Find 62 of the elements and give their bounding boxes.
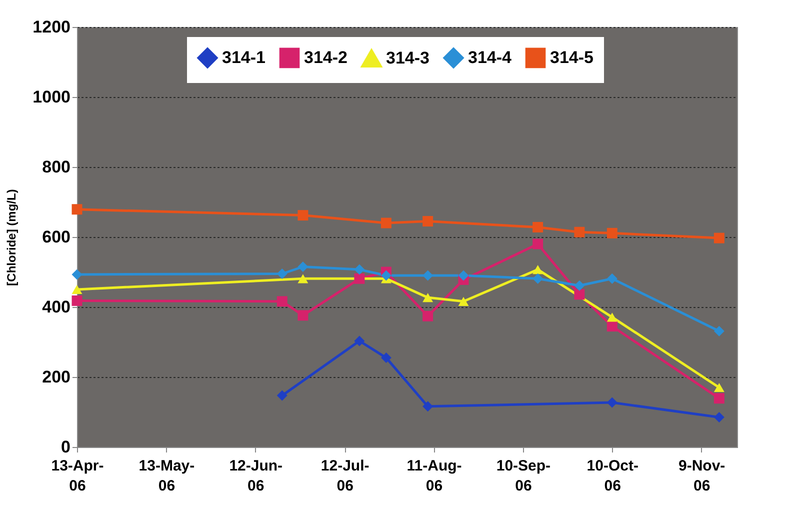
point — [276, 268, 288, 279]
point — [606, 397, 618, 408]
point — [72, 204, 82, 215]
point — [532, 273, 544, 284]
legend-label: 314-2 — [304, 48, 348, 67]
point — [422, 293, 434, 302]
legend-label: 314-5 — [550, 48, 594, 67]
point — [422, 401, 434, 412]
point — [354, 264, 365, 275]
x-tick-label: 10-Oct-06 — [586, 458, 638, 494]
point — [714, 382, 724, 392]
point — [298, 262, 308, 272]
point — [574, 289, 585, 300]
point — [354, 336, 365, 346]
point — [380, 218, 392, 228]
y-tick-label: 1000 — [32, 88, 70, 106]
point — [532, 265, 544, 274]
point — [380, 352, 392, 363]
x-tick-label: 10-Sep-06 — [496, 458, 551, 494]
point — [714, 412, 724, 422]
x-tick-label: 13-Apr-06 — [51, 458, 104, 494]
point — [298, 310, 308, 321]
point — [606, 228, 618, 238]
point — [276, 390, 288, 401]
point — [422, 310, 434, 322]
point — [606, 321, 618, 332]
x-tick-label: 12-Jun-06 — [229, 458, 283, 494]
point — [380, 270, 392, 281]
point — [714, 232, 724, 244]
y-axis-title: [Chloride] (mg/L) — [4, 189, 19, 286]
y-tick-label: 200 — [42, 368, 70, 386]
legend-label: 314-4 — [468, 48, 512, 67]
point — [458, 296, 469, 306]
point — [298, 210, 308, 221]
point — [532, 222, 544, 232]
point — [458, 270, 469, 281]
point — [574, 226, 585, 238]
y-tick-label: 400 — [42, 298, 70, 316]
point — [714, 326, 724, 336]
x-tick-label: 12-Jul-06 — [320, 458, 370, 494]
point — [72, 284, 82, 294]
point — [606, 312, 618, 322]
x-tick-label: 9-Nov-06 — [678, 458, 726, 494]
point — [574, 280, 585, 291]
y-tick-label: 600 — [42, 228, 70, 246]
point — [72, 295, 82, 306]
x-tick-label: 11-Aug-06 — [406, 458, 462, 494]
point — [532, 238, 544, 250]
point — [422, 270, 434, 281]
point — [276, 296, 288, 307]
point — [606, 273, 618, 284]
point — [298, 274, 308, 284]
point — [714, 393, 724, 404]
y-tick-label: 0 — [61, 438, 70, 456]
x-tick-label: 13-May-06 — [138, 458, 195, 494]
point — [422, 216, 434, 226]
point — [72, 269, 82, 280]
legend-label: 314-3 — [386, 48, 430, 68]
y-tick-label: 800 — [42, 158, 70, 176]
y-tick-label: 1200 — [32, 18, 70, 36]
legend-label: 314-1 — [222, 48, 266, 67]
point — [354, 273, 365, 284]
